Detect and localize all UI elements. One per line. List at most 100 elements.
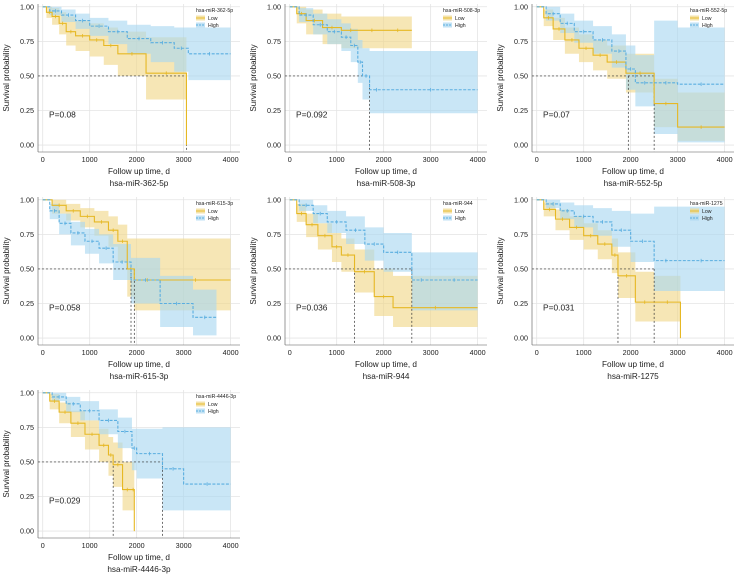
legend-label-low: Low xyxy=(208,16,218,22)
y-tick-label: 1.00 xyxy=(20,2,34,11)
chart-title: hsa-miR-4446-3p xyxy=(107,565,171,574)
x-tick-label: 2000 xyxy=(376,155,392,164)
y-tick-label: 0.75 xyxy=(267,37,281,46)
x-tick-label: 0 xyxy=(288,155,292,164)
y-tick-label: 0.00 xyxy=(514,141,528,150)
y-tick-label: 0.75 xyxy=(267,230,281,239)
legend-label-low: Low xyxy=(702,16,712,22)
km-panel-508-3p: 0.00 0.25 0.50 0.75 1.00 0 1000 2000 3000 4000 Sur… xyxy=(247,0,494,193)
x-axis-title: Follow up time, d xyxy=(108,167,170,176)
x-tick-label: 2000 xyxy=(129,155,145,164)
p-value-label: P=0.036 xyxy=(296,302,328,312)
x-tick-label: 0 xyxy=(41,348,45,357)
legend-title: hsa-miR-615-3p xyxy=(196,201,233,207)
x-tick-label: 1000 xyxy=(576,155,592,164)
chart-title: hsa-miR-1275 xyxy=(607,372,659,381)
y-tick-label: 0.25 xyxy=(20,299,34,308)
ci-band-high xyxy=(42,199,217,336)
legend-title: hsa-miR-1275 xyxy=(690,201,723,207)
x-tick-label: 1000 xyxy=(82,541,98,550)
y-axis-title: Survival probability xyxy=(496,44,505,111)
x-tick-label: 2000 xyxy=(129,541,145,550)
x-tick-label: 2000 xyxy=(376,348,392,357)
p-value-label: P=0.058 xyxy=(49,302,81,312)
legend-label-high: High xyxy=(208,216,219,222)
km-panel-4446-3p: 0.00 0.25 0.50 0.75 1.00 0 1000 2000 3000 4000 Sur… xyxy=(0,386,247,579)
x-tick-label: 1000 xyxy=(329,348,345,357)
legend-title: hsa-miR-552-5p xyxy=(690,8,727,14)
survival-curve-low xyxy=(42,6,187,146)
y-tick-label: 0.75 xyxy=(514,37,528,46)
x-tick-label: 2000 xyxy=(623,155,639,164)
y-tick-label: 0.25 xyxy=(20,492,34,501)
x-tick-label: 3000 xyxy=(176,541,192,550)
km-chart-508-3p: 0.00 0.25 0.50 0.75 1.00 0 1000 2000 3000 4000 Sur… xyxy=(249,2,487,188)
y-tick-label: 1.00 xyxy=(20,388,34,397)
y-tick-label: 0.50 xyxy=(267,264,281,273)
survival-curve-high xyxy=(536,199,725,262)
legend-title: hsa-miR-944 xyxy=(443,201,473,207)
y-tick-label: 0.00 xyxy=(20,527,34,536)
km-chart-1275: 0.00 0.25 0.50 0.75 1.00 0 1000 2000 3000 4000 Sur… xyxy=(496,195,734,381)
x-tick-label: 1000 xyxy=(82,348,98,357)
chart-title: hsa-miR-508-3p xyxy=(357,179,416,188)
y-tick-label: 0.25 xyxy=(20,106,34,115)
p-value-label: P=0.092 xyxy=(296,109,328,119)
x-axis-title: Follow up time, d xyxy=(602,360,664,369)
x-tick-label: 0 xyxy=(41,155,45,164)
survival-curve-high xyxy=(289,6,478,91)
y-axis-title: Survival probability xyxy=(2,44,11,111)
x-tick-label: 0 xyxy=(535,348,539,357)
ci-band-high xyxy=(42,392,231,511)
km-chart-615-3p: 0.00 0.25 0.50 0.75 1.00 0 1000 2000 3000 4000 Sur… xyxy=(2,195,240,381)
p-value-label: P=0.031 xyxy=(543,302,575,312)
y-axis-title: Survival probability xyxy=(496,237,505,304)
legend-label-high: High xyxy=(702,216,713,222)
y-tick-label: 1.00 xyxy=(267,195,281,204)
legend-label-high: High xyxy=(702,23,713,29)
km-panel-552-5p: 0.00 0.25 0.50 0.75 1.00 0 1000 2000 3000 4000 Sur… xyxy=(494,0,741,193)
y-axis-title: Survival probability xyxy=(2,430,11,497)
km-panel-362-5p: 0.00 0.25 0.50 0.75 1.00 0 1000 2000 3000 4000 Sur… xyxy=(0,0,247,193)
x-tick-label: 1000 xyxy=(576,348,592,357)
survival-curve-low xyxy=(289,6,412,31)
x-tick-label: 2000 xyxy=(623,348,639,357)
x-tick-label: 2000 xyxy=(129,348,145,357)
y-tick-label: 0.00 xyxy=(267,141,281,150)
survival-curve-low xyxy=(42,392,135,532)
ci-band-high xyxy=(289,199,478,311)
y-tick-label: 0.50 xyxy=(20,264,34,273)
y-axis-title: Survival probability xyxy=(2,237,11,304)
legend-label-high: High xyxy=(208,409,219,415)
y-tick-label: 0.50 xyxy=(20,457,34,466)
y-tick-label: 0.00 xyxy=(20,334,34,343)
survival-curve-low xyxy=(42,199,231,281)
y-tick-label: 0.50 xyxy=(267,71,281,80)
y-tick-label: 0.50 xyxy=(514,71,528,80)
x-axis-title: Follow up time, d xyxy=(355,360,417,369)
km-panel-944: 0.00 0.25 0.50 0.75 1.00 0 1000 2000 3000 4000 Sur… xyxy=(247,193,494,386)
y-tick-label: 0.25 xyxy=(267,106,281,115)
y-tick-label: 0.75 xyxy=(514,230,528,239)
y-tick-label: 0.50 xyxy=(514,264,528,273)
legend-label-high: High xyxy=(455,23,466,29)
survival-curve-high xyxy=(42,392,231,485)
x-tick-label: 4000 xyxy=(470,348,486,357)
x-tick-label: 1000 xyxy=(329,155,345,164)
x-tick-label: 3000 xyxy=(176,155,192,164)
y-tick-label: 1.00 xyxy=(20,195,34,204)
x-tick-label: 3000 xyxy=(670,348,686,357)
legend-label-low: Low xyxy=(702,209,712,215)
legend-label-low: Low xyxy=(208,402,218,408)
survival-curve-low xyxy=(536,6,725,128)
km-panel-615-3p: 0.00 0.25 0.50 0.75 1.00 0 1000 2000 3000 4000 Sur… xyxy=(0,193,247,386)
legend-label-high: High xyxy=(455,216,466,222)
y-axis-title: Survival probability xyxy=(249,237,258,304)
legend-title: hsa-miR-4446-3p xyxy=(196,394,236,400)
x-tick-label: 1000 xyxy=(82,155,98,164)
survival-curve-high xyxy=(289,199,478,281)
x-tick-label: 4000 xyxy=(717,348,733,357)
x-axis-title: Follow up time, d xyxy=(108,360,170,369)
x-tick-label: 4000 xyxy=(223,155,239,164)
